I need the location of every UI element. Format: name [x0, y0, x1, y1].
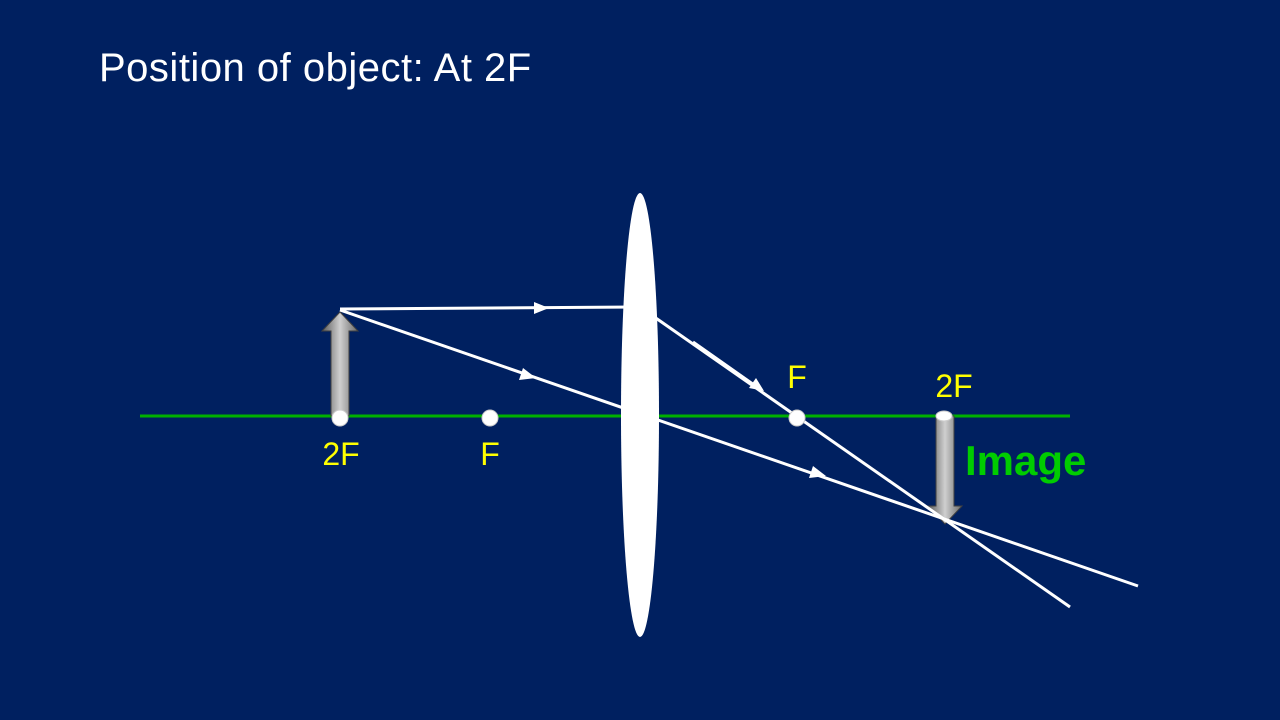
ray-through-center [339, 308, 1139, 588]
ray-direction-marker [809, 466, 826, 478]
ray-refracted-segment [692, 340, 758, 389]
point-object-f [481, 409, 499, 427]
slide-title: Position of object: At 2F [99, 46, 532, 90]
label-image-2f: 2F [935, 368, 972, 404]
label-image-f: F [787, 359, 807, 395]
object-arrow [320, 311, 360, 417]
ray-parallel [339, 305, 641, 311]
ray-direction-marker [534, 302, 549, 314]
image-arrow [926, 415, 964, 525]
ray-direction-marker [749, 378, 764, 391]
point-image-f [788, 409, 806, 427]
label-object-f: F [480, 436, 500, 472]
label-object-2f: 2F [322, 436, 359, 472]
point-image-2f [935, 410, 953, 422]
ray-direction-marker [519, 368, 536, 380]
label-image: Image [965, 437, 1086, 484]
point-object-2f [331, 409, 349, 427]
ray-refracted-through-focus [639, 305, 1071, 609]
